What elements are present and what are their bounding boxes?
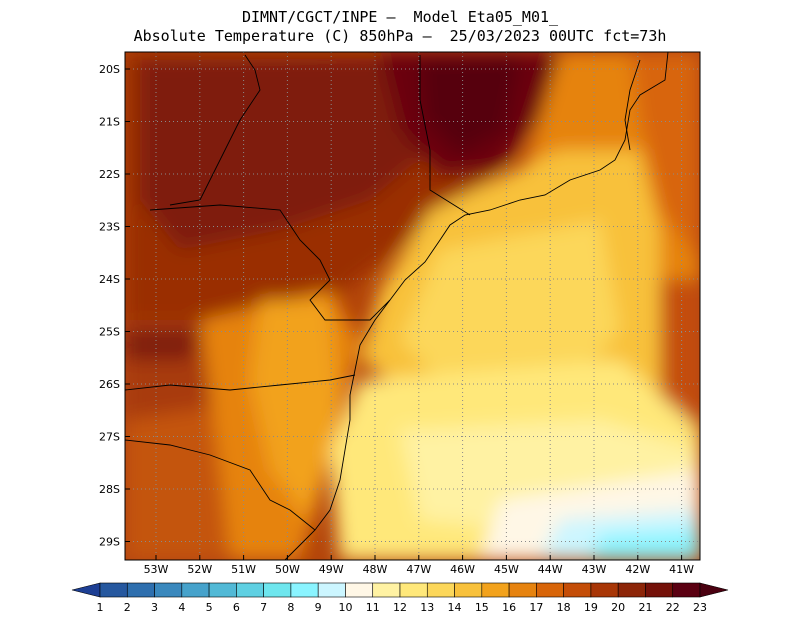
lon-label: 50W <box>275 563 300 576</box>
colorbar-box <box>590 582 619 598</box>
colorbar-label: 15 <box>475 601 489 614</box>
map-title-line-1: DIMNT/CGCT/INPE – Model Eta05_M01_ <box>241 8 559 26</box>
latitude-labels: 20S 21S 22S 23S 24S 25S 26S 27S 28S 29S <box>99 63 130 549</box>
colorbar-box <box>154 582 183 598</box>
colorbar-label: 21 <box>638 601 652 614</box>
lat-label: 25S <box>99 326 120 339</box>
lon-label: 49W <box>319 563 344 576</box>
colorbar-label: 5 <box>206 601 213 614</box>
state-border-sp-pr <box>149 204 391 321</box>
lon-label: 41W <box>669 563 694 576</box>
colorbar-underflow-triangle <box>71 582 101 598</box>
temperature-field <box>125 52 700 560</box>
colorbar-label: 10 <box>338 601 352 614</box>
state-border-pr-sc <box>125 374 356 391</box>
colorbar-label: 7 <box>260 601 267 614</box>
colorbar-box <box>317 582 346 598</box>
colorbar-box <box>426 582 455 598</box>
colorbar-box <box>508 582 537 598</box>
colorbar-label: 8 <box>287 601 294 614</box>
colorbar-box <box>645 582 674 598</box>
colorbar-label: 23 <box>693 601 707 614</box>
state-border-ms <box>169 54 261 206</box>
state-border-sp-mg <box>419 55 471 216</box>
colorbar-label: 17 <box>529 601 543 614</box>
colorbar-box <box>345 582 374 598</box>
lon-label: 45W <box>494 563 519 576</box>
colorbar-label: 12 <box>393 601 407 614</box>
state-border-mg-es <box>624 59 641 151</box>
lon-label: 43W <box>582 563 607 576</box>
colorbar <box>71 582 729 598</box>
colorbar-box <box>372 582 401 598</box>
colorbar-label: 1 <box>97 601 104 614</box>
colorbar-label: 14 <box>448 601 462 614</box>
colorbar-box <box>263 582 292 598</box>
lat-label: 24S <box>99 273 120 286</box>
lat-label: 22S <box>99 168 120 181</box>
lon-label: 44W <box>538 563 563 576</box>
lat-label: 28S <box>99 483 120 496</box>
lat-label: 29S <box>99 536 120 549</box>
colorbar-label: 9 <box>315 601 322 614</box>
longitude-labels: 53W 52W 51W 50W 49W 48W 47W 46W 45W 44W 43W 42W 41W <box>144 555 694 576</box>
lat-label: 20S <box>99 63 120 76</box>
lat-label: 23S <box>99 221 120 234</box>
colorbar-box <box>99 582 128 598</box>
coastline-and-borders <box>125 52 669 560</box>
coastline <box>284 52 669 560</box>
colorbar-label: 6 <box>233 601 240 614</box>
colorbar-box <box>399 582 428 598</box>
lon-label: 47W <box>406 563 431 576</box>
colorbar-box <box>236 582 264 598</box>
lon-label: 42W <box>625 563 650 576</box>
lon-label: 48W <box>363 563 388 576</box>
state-border-sc-rs <box>125 439 316 531</box>
colorbar-box <box>208 582 237 598</box>
colorbar-label: 3 <box>151 601 158 614</box>
lat-lon-grid <box>125 52 700 560</box>
colorbar-box <box>672 582 701 598</box>
lat-label: 27S <box>99 431 120 444</box>
lon-label: 51W <box>231 563 256 576</box>
colorbar-label: 22 <box>666 601 680 614</box>
colorbar-label: 4 <box>178 601 185 614</box>
lon-label: 52W <box>187 563 212 576</box>
colorbar-box <box>126 582 155 598</box>
colorbar-box <box>181 582 210 598</box>
colorbar-labels: 1 2 3 4 5 6 7 8 9 10 11 12 13 14 15 16 17 18 19 20 21 22 23 <box>97 601 708 614</box>
lon-label: 46W <box>450 563 475 576</box>
colorbar-box <box>617 582 646 598</box>
colorbar-overflow-triangle <box>699 582 729 598</box>
lat-label: 26S <box>99 378 120 391</box>
colorbar-label: 18 <box>557 601 571 614</box>
colorbar-label: 2 <box>124 601 131 614</box>
lon-label: 53W <box>144 563 169 576</box>
colorbar-label: 13 <box>420 601 434 614</box>
map-frame <box>124 51 701 561</box>
colorbar-box <box>290 582 319 598</box>
colorbar-box <box>481 582 510 598</box>
colorbar-label: 19 <box>584 601 598 614</box>
colorbar-box <box>563 582 592 598</box>
colorbar-label: 16 <box>502 601 516 614</box>
colorbar-label: 20 <box>611 601 625 614</box>
map-title-line-2: Absolute Temperature (C) 850hPa – 25/03/… <box>133 27 667 45</box>
colorbar-label: 11 <box>366 601 380 614</box>
colorbar-box <box>536 582 564 598</box>
colorbar-box <box>454 582 483 598</box>
lat-label: 21S <box>99 116 120 129</box>
